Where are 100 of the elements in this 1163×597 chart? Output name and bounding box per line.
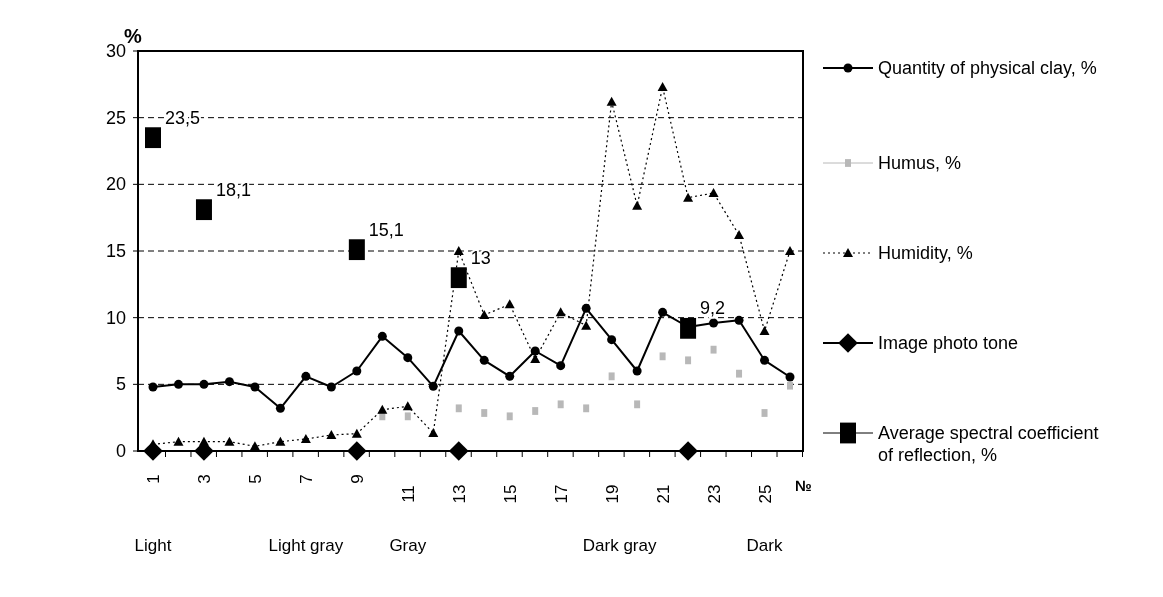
point [326,382,336,392]
point [224,436,235,446]
point [556,361,566,371]
legend-label: Quantity of physical clay, % [878,58,1097,78]
point [632,200,643,210]
x-tick-label: 1 [144,474,163,484]
y-tick-label: 10 [105,307,126,328]
point [759,326,770,335]
point [710,345,717,354]
point [402,401,413,411]
legend-label: Humidity, % [878,243,973,263]
point [632,366,642,376]
y-tick-label: 25 [105,107,126,128]
point [326,430,337,439]
text: Dark gray [582,536,657,555]
legend-label: Humus, % [878,153,962,173]
data-label: 15,1 [368,219,404,240]
y-tick-label: 5 [115,374,126,395]
point [428,428,439,437]
point [145,127,161,149]
point [481,409,488,417]
x-tick-label: 9 [347,474,367,484]
y-tick-label: 20 [105,174,126,195]
point [428,381,438,391]
point [659,352,666,361]
point [300,434,311,443]
point [143,441,163,461]
point [583,404,590,413]
point [479,310,490,319]
point [347,441,367,461]
data-label: 13 [470,247,491,268]
point [683,192,694,202]
y-axis-title: % [124,25,142,47]
point [606,96,617,106]
point [195,199,212,221]
point [734,315,744,325]
point [657,82,668,91]
point [505,371,515,381]
point [785,246,795,255]
point [275,436,286,446]
point [454,326,464,336]
data-label: 9,2 [700,298,726,319]
x-tick-label: 7 [296,474,316,484]
point [736,369,743,378]
point [404,412,411,421]
point [448,441,469,461]
point [658,307,668,317]
point [678,441,698,461]
point [680,317,697,339]
point [506,412,513,421]
y-tick-label: 30 [105,41,126,61]
point [173,436,184,446]
point [249,441,260,451]
point [785,372,795,382]
point [761,409,768,417]
point [708,188,719,197]
point [352,366,362,376]
data-label: 18,1 [215,179,252,200]
x-axis-title: № [795,477,812,494]
point [348,239,365,261]
point [453,246,464,255]
x-tick-label: 3 [194,474,214,484]
point [608,372,615,381]
point [301,371,311,381]
point [634,400,641,409]
point [377,331,387,341]
point [530,354,541,363]
legend-label: Image photo tone [878,333,1019,353]
y-tick-label: 0 [115,441,126,461]
text: Light [134,536,172,555]
point [581,320,592,330]
point [403,353,413,363]
point [607,335,617,345]
point [555,307,566,317]
point [504,299,515,309]
point [709,318,719,328]
x-tick-label: 17 [551,484,571,504]
legend-label: Average spectral coefficient of reflection, % [878,423,1099,465]
point [173,379,183,389]
text: Gray [389,536,427,555]
point [532,407,539,415]
point [250,382,260,392]
point [199,379,209,389]
point [275,403,285,413]
point [479,355,489,365]
x-tick-label: 5 [245,474,265,484]
point [557,400,564,409]
point [351,428,362,438]
x-tick-label: 13 [449,484,469,504]
point [734,230,745,239]
x-tick-label: 21 [653,484,673,504]
data-label: 23,5 [165,107,201,128]
point [450,267,467,289]
x-tick-label: 19 [602,484,622,504]
point [685,356,692,365]
point [455,404,462,413]
point [377,404,388,414]
text: Dark [746,536,783,555]
x-tick-label: 11 [398,485,418,503]
x-tick-label: 23 [704,484,724,504]
